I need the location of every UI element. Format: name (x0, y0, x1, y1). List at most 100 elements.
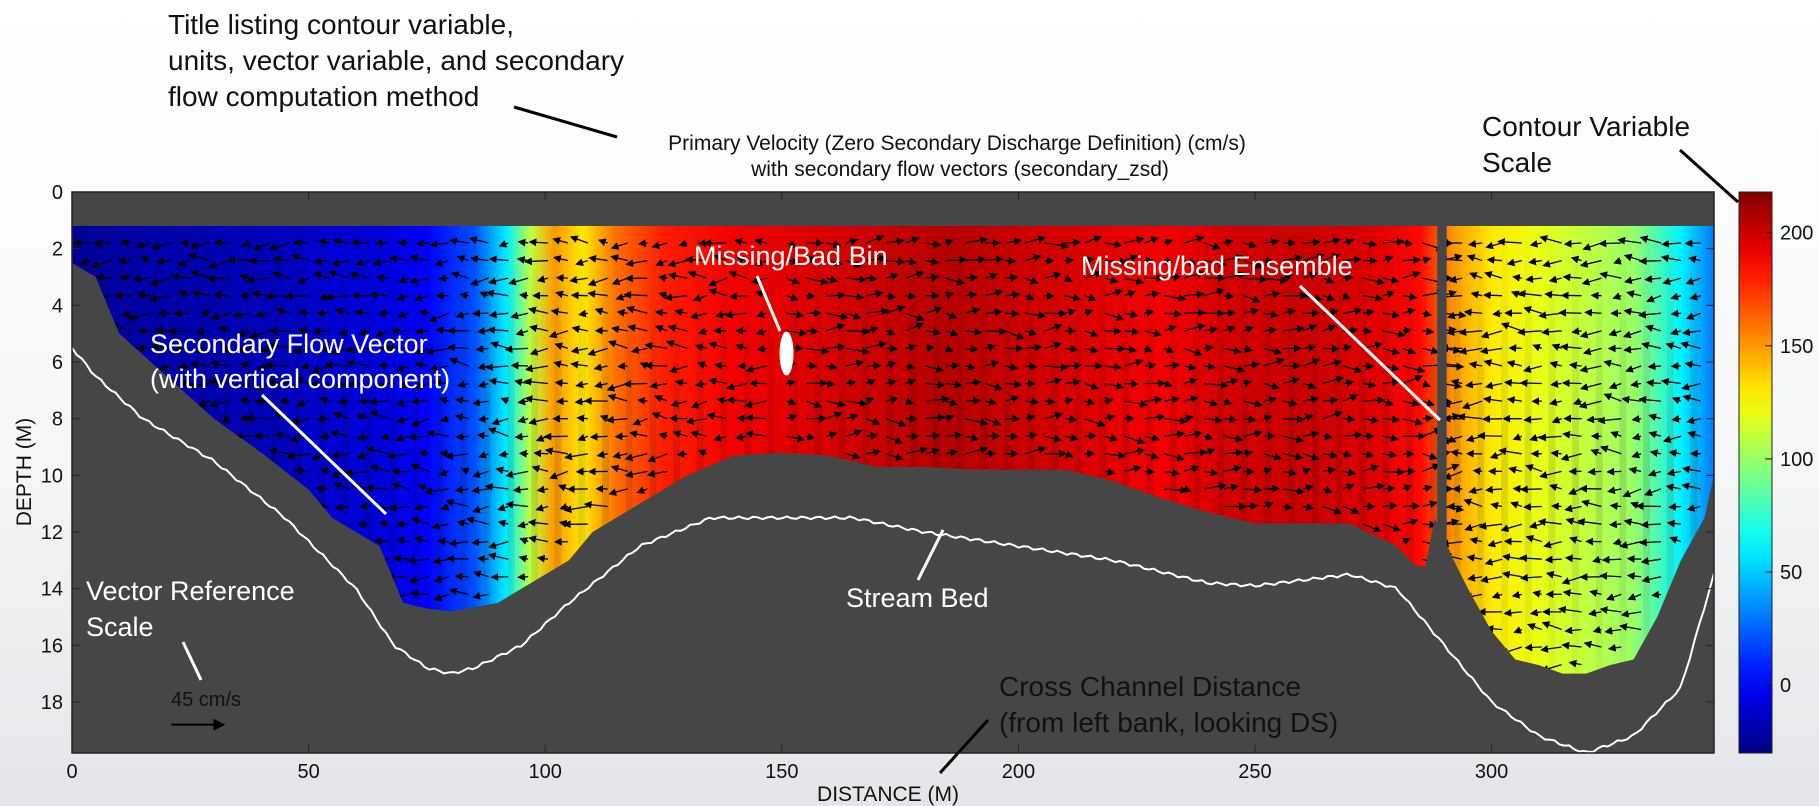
flow-vector (1644, 488, 1662, 497)
flow-vector (726, 396, 747, 405)
flow-vector (736, 414, 747, 423)
flow-vector (1005, 363, 1019, 371)
flow-vector (1422, 256, 1432, 265)
flow-vector (826, 312, 849, 321)
flow-vector (1263, 257, 1274, 265)
flow-vector (424, 487, 449, 496)
flow-vector (1322, 505, 1343, 515)
flow-vector (1124, 400, 1149, 408)
flow-vector (1203, 242, 1221, 250)
title-callout-leader (513, 105, 618, 139)
flow-vector (724, 310, 747, 319)
velocity-streak (294, 226, 302, 674)
flow-vector (1183, 377, 1198, 386)
flow-vector (1550, 380, 1562, 388)
flow-vector (1587, 467, 1602, 476)
velocity-streak (507, 226, 515, 674)
flow-vector (414, 294, 429, 302)
flow-vector (845, 452, 861, 460)
flow-vector (1263, 290, 1281, 299)
flow-vector (1024, 362, 1038, 371)
flow-vector (1382, 450, 1398, 459)
flow-vector (985, 308, 1003, 317)
flow-vector (519, 291, 529, 300)
flow-vector (965, 433, 980, 442)
flow-vector (985, 272, 999, 281)
flow-vector (1422, 346, 1440, 355)
flow-vector (1382, 276, 1400, 284)
flow-vector (1144, 467, 1156, 476)
flow-vector (195, 327, 211, 336)
flow-vector (1606, 593, 1622, 601)
velocity-streak (720, 226, 728, 674)
flow-vector (945, 414, 955, 422)
flow-vector (1540, 645, 1562, 653)
flow-vector (1457, 413, 1483, 421)
flow-vector (548, 330, 569, 339)
velocity-streak (672, 226, 680, 674)
flow-vector (1203, 415, 1223, 424)
flow-vector (744, 400, 767, 409)
flow-vector (1631, 432, 1642, 441)
flow-vector (667, 324, 688, 332)
flow-vector (1622, 488, 1642, 498)
flow-vector (517, 238, 529, 247)
flow-vector (846, 347, 870, 356)
flow-vector (665, 340, 688, 350)
flow-vector (334, 503, 350, 512)
flow-vector (1402, 518, 1419, 526)
flow-vector (692, 294, 708, 302)
secondary-flow-vectors (72, 234, 1701, 673)
missing-bad-bin (779, 331, 794, 376)
flow-vector (594, 307, 608, 316)
flow-vector (786, 277, 801, 285)
flow-vector (95, 273, 111, 282)
flow-vector (1203, 468, 1219, 477)
flow-vector (487, 552, 509, 561)
flow-vector (356, 413, 370, 421)
flow-vector (607, 393, 628, 402)
flow-vector (944, 344, 954, 353)
flow-vector (1163, 257, 1174, 265)
flow-vector (241, 239, 251, 248)
flow-vector (1446, 311, 1463, 320)
flow-vector (1223, 271, 1247, 280)
flow-vector (447, 343, 469, 352)
flow-vector (1203, 448, 1216, 456)
flow-vector (1164, 395, 1180, 404)
velocity-streak (743, 226, 751, 674)
y-tick-label: 16 (41, 635, 63, 657)
flow-vector (1450, 378, 1463, 387)
flow-vector (413, 503, 429, 512)
flow-vector (1064, 238, 1082, 247)
flow-vector (564, 452, 588, 461)
flow-vector (119, 273, 131, 282)
flow-vector (697, 361, 708, 369)
flow-vector (1558, 308, 1582, 317)
flow-vector (553, 255, 569, 263)
flow-vector (431, 522, 449, 530)
flow-vector (674, 378, 688, 387)
flow-vector (1458, 328, 1483, 337)
flow-vector (865, 431, 879, 440)
flow-vector (965, 446, 989, 455)
flow-vector (1163, 238, 1174, 247)
vector-reference-line-2: Scale (86, 612, 154, 642)
title-callout-line-2: units, vector variable, and secondary (168, 45, 624, 76)
flow-vector (433, 575, 449, 583)
flow-vector (438, 468, 449, 477)
flow-vector (865, 417, 881, 426)
flow-vector (1538, 433, 1562, 442)
flow-vector (1144, 308, 1155, 317)
flow-vector (925, 447, 941, 456)
flow-vector (1651, 590, 1662, 599)
flow-vector (1648, 413, 1662, 421)
flow-vector (1323, 344, 1340, 353)
flow-vector (529, 347, 549, 356)
contour-scale-line-1: Contour Variable (1482, 111, 1690, 142)
flow-vector (1640, 520, 1662, 529)
flow-vector (845, 312, 862, 320)
colorbar-tick-label: 100 (1780, 449, 1813, 471)
flow-vector (1342, 365, 1363, 374)
flow-vector (1183, 395, 1199, 404)
